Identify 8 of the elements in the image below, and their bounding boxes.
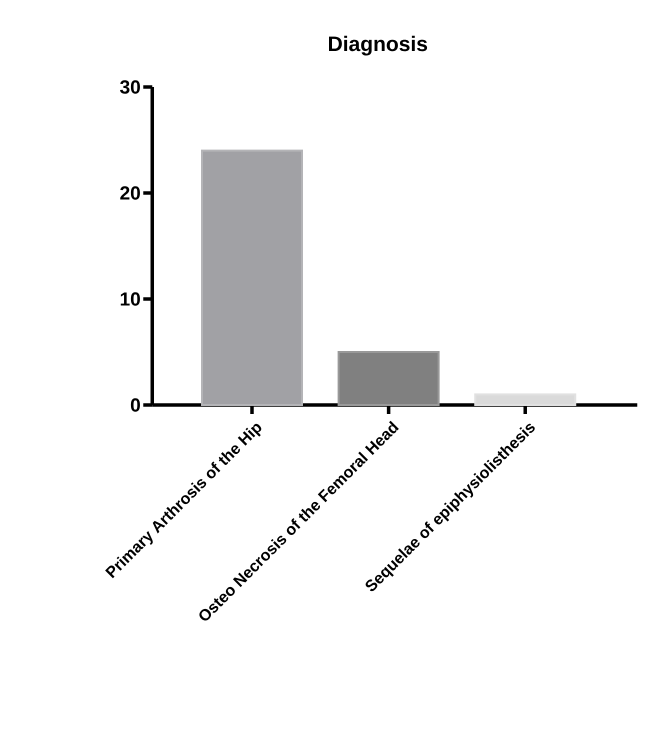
bar xyxy=(474,393,576,406)
y-tick-label: 10 xyxy=(120,292,140,306)
bar xyxy=(338,351,440,406)
y-tick-label: 0 xyxy=(130,398,140,412)
y-tick-label: 20 xyxy=(120,186,140,200)
y-tick-label: 30 xyxy=(120,80,140,94)
chart-title: Diagnosis xyxy=(328,36,428,56)
bar xyxy=(200,150,303,406)
